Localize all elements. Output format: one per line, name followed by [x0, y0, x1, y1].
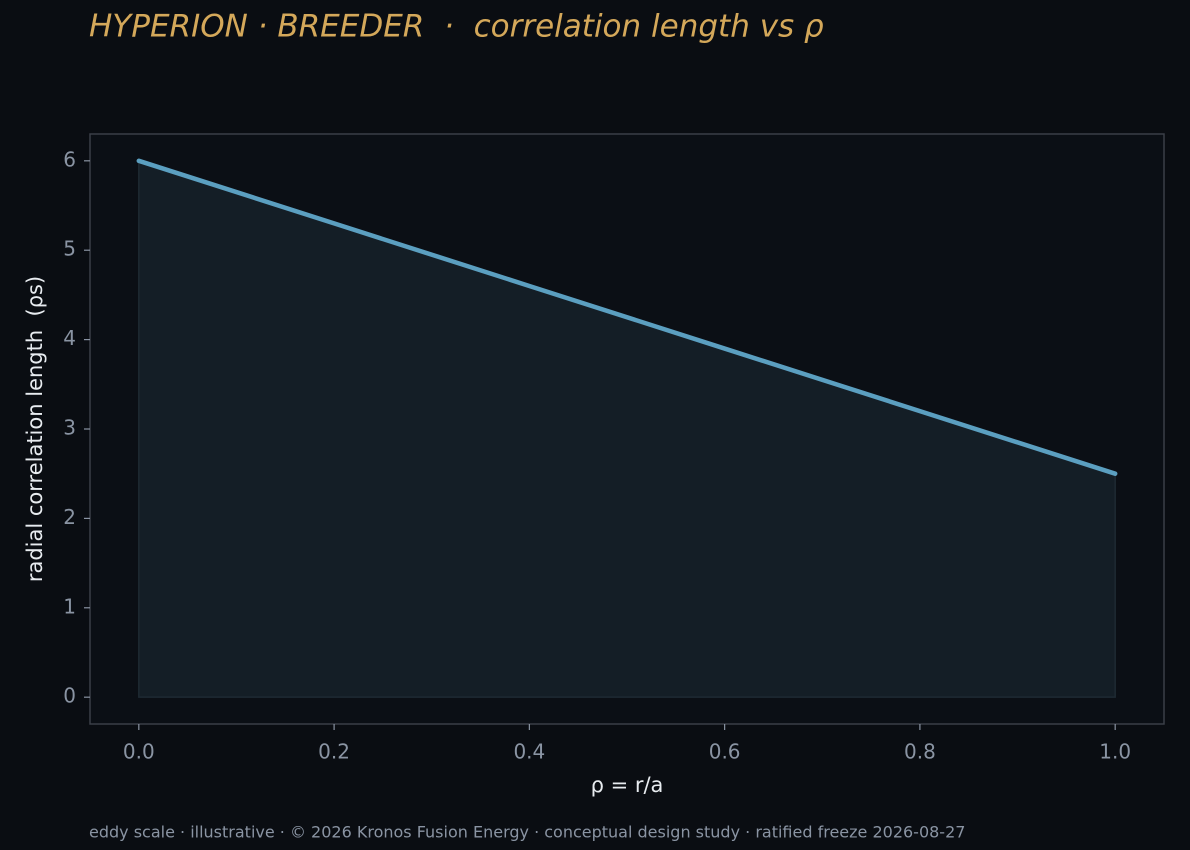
y-tick-label: 3 [63, 416, 76, 440]
x-tick-label: 0.4 [513, 740, 545, 764]
y-tick-label: 2 [63, 505, 76, 529]
y-tick-label: 0 [63, 684, 76, 708]
x-tick-label: 0.8 [904, 740, 936, 764]
x-tick-label: 0.0 [123, 740, 155, 764]
y-axis-label: radial correlation length (ρs) [23, 276, 47, 582]
x-tick-label: 0.2 [318, 740, 350, 764]
y-tick-label: 5 [63, 237, 76, 261]
line [136, 158, 1118, 476]
footer: eddy scale · illustrative · © 2026 Krono… [89, 823, 965, 842]
chart-title: HYPERION · BREEDER · correlation length … [89, 9, 824, 45]
x-tick-label: 1.0 [1099, 740, 1131, 764]
y-tick-label: 6 [63, 147, 76, 171]
y-tick-label: 1 [63, 594, 76, 618]
x-axis-label: ρ = r/a [591, 773, 664, 797]
x-tick-label: 0.6 [709, 740, 741, 764]
y-tick-label: 4 [63, 326, 76, 350]
